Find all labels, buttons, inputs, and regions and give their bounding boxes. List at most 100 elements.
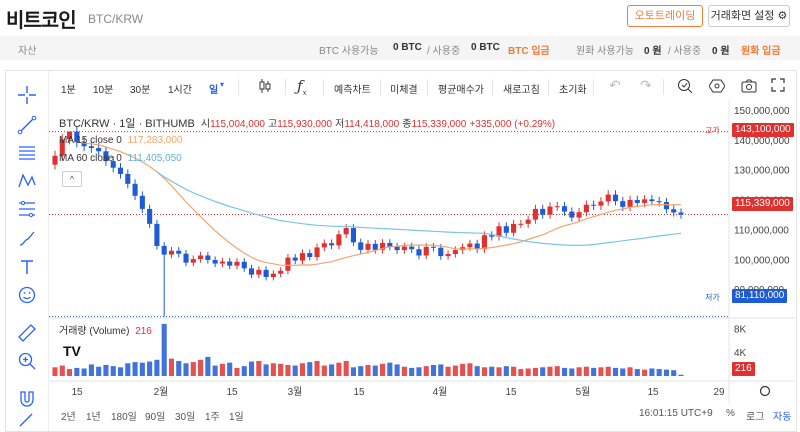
range-90d[interactable]: 90일 [145, 412, 166, 423]
candle-body [343, 228, 349, 235]
pattern-icon[interactable] [17, 171, 37, 191]
open-orders-button[interactable]: 미체결 [390, 85, 418, 96]
log-scale-toggle[interactable]: 로그 [746, 412, 765, 423]
candle-body [511, 223, 517, 233]
interval-1h[interactable]: 1시간 [168, 85, 192, 96]
interval-10m[interactable]: 10분 [93, 85, 114, 96]
volume-bar [314, 360, 320, 376]
horizontal-lines-icon[interactable] [17, 143, 37, 163]
screen-settings-button[interactable]: 거래화면 설정 ⚙ [708, 5, 790, 27]
avg-buy-price-button[interactable]: 평균매수가 [438, 85, 484, 96]
chart-panel: 1분 10분 30분 1시간 일 ▾ ƒx 예측차트 미체결 평균매수가 새로고… [5, 70, 797, 432]
volume-bar [656, 369, 662, 376]
interval-30m[interactable]: 30분 [130, 85, 151, 96]
gear-icon: ⚙ [777, 10, 788, 22]
reset-button[interactable]: 초기화 [559, 85, 587, 96]
settings-hex-icon[interactable] [709, 78, 725, 94]
candle-body [358, 242, 364, 250]
candle-body [416, 249, 422, 256]
indicator-fx-icon[interactable]: ƒx [297, 77, 307, 97]
volume-bar [256, 360, 262, 376]
range-1y[interactable]: 1년 [86, 412, 101, 423]
candle-body [430, 246, 437, 248]
candle-body [583, 204, 589, 213]
range-180d[interactable]: 180일 [111, 412, 137, 423]
volume-bar [496, 367, 502, 376]
range-1d[interactable]: 1일 [229, 412, 244, 423]
volume-bar [423, 366, 429, 376]
redo-icon[interactable]: ↷ [640, 77, 652, 93]
fib-icon[interactable] [17, 199, 37, 219]
volume-bar [620, 368, 626, 376]
candle-body [285, 257, 291, 271]
trend-line-icon[interactable] [17, 115, 37, 135]
time-tick-label: 5월 [576, 386, 591, 398]
candle-body [125, 173, 131, 184]
candle-body [642, 199, 648, 203]
range-30d[interactable]: 30일 [175, 412, 196, 423]
volume-bar [343, 360, 349, 376]
volume-bar [329, 364, 335, 376]
volume-bar [103, 365, 109, 376]
crosshair-icon[interactable] [17, 85, 37, 105]
candle-body [161, 245, 167, 255]
time-axis-settings-icon[interactable] [759, 385, 771, 397]
candle-body [81, 142, 87, 147]
ruler-icon[interactable] [17, 323, 37, 343]
magnet-icon[interactable] [17, 389, 37, 409]
volume-bar [445, 366, 451, 376]
interval-dropdown-icon[interactable]: ▾ [220, 80, 225, 89]
close-value: 115,339,000 [411, 119, 467, 130]
range-1w[interactable]: 1주 [205, 412, 220, 423]
candle-body [248, 268, 255, 275]
auto-scale-toggle[interactable]: 자동 [773, 412, 792, 423]
volume-bar [634, 369, 640, 376]
candle-body [474, 243, 480, 250]
volume-bar [88, 364, 94, 376]
undo-icon[interactable]: ↶ [609, 77, 621, 93]
interval-1m[interactable]: 1분 [61, 85, 76, 96]
volume-bar [168, 358, 175, 376]
krw-deposit-link[interactable]: 원화 입금 [741, 46, 781, 57]
volume-bar [591, 367, 597, 376]
zoom-in-icon[interactable] [17, 351, 37, 371]
pencil-icon[interactable] [17, 413, 37, 427]
price-chart[interactable]: 150,000,000140,000,000130,000,000120,000… [49, 101, 795, 406]
candle-body [314, 247, 320, 257]
percent-scale-toggle[interactable]: % [726, 408, 735, 419]
refresh-button[interactable]: 새로고침 [503, 85, 540, 96]
candle-body [620, 201, 626, 207]
range-bar: 2년 1년 180일 90일 30일 1주 1일 16:01:15 UTC+9 … [49, 406, 795, 430]
volume-bar [532, 367, 538, 376]
collapse-legend-button[interactable]: ^ [62, 171, 82, 187]
text-icon[interactable] [17, 257, 37, 277]
interval-day[interactable]: 일 [209, 85, 219, 96]
range-2y[interactable]: 2년 [61, 412, 76, 423]
candle-body [569, 211, 575, 218]
forecast-chart-button[interactable]: 예측차트 [334, 85, 371, 96]
candle-body [365, 243, 371, 250]
btc-deposit-link[interactable]: BTC 입금 [508, 46, 550, 57]
candle-body [423, 246, 429, 256]
low-value: 114,418,000 [344, 119, 400, 130]
volume-bar [321, 365, 327, 376]
quick-search-icon[interactable] [677, 78, 693, 94]
auto-trading-button[interactable]: 오토트레이딩 [627, 5, 703, 27]
candle-body [110, 161, 116, 168]
fullscreen-icon[interactable] [771, 78, 785, 92]
brush-icon[interactable] [17, 228, 37, 248]
volume-bar [380, 363, 386, 376]
emoji-icon[interactable] [17, 285, 37, 305]
volume-bar [212, 365, 218, 376]
camera-icon[interactable] [741, 78, 757, 94]
toolbar-divider [380, 79, 381, 95]
volume-bar [569, 368, 575, 376]
candle-body [227, 261, 233, 266]
low-label: 저 [335, 119, 345, 130]
candle-body [350, 228, 356, 243]
drawing-toolbar [6, 71, 49, 431]
candle-body [321, 243, 327, 248]
candle-body [649, 199, 655, 202]
candle-type-icon[interactable] [258, 78, 272, 94]
candle-body [219, 261, 225, 264]
